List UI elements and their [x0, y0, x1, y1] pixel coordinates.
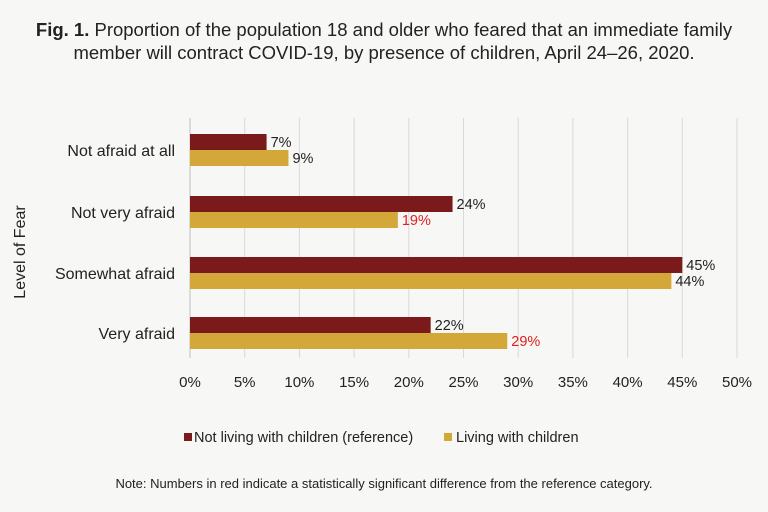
legend-swatch: [444, 433, 452, 441]
data-label: 29%: [511, 334, 540, 350]
bar-living-with-children: [190, 333, 508, 349]
x-tick-label: 10%: [284, 374, 314, 391]
data-label: 45%: [686, 258, 715, 274]
category-label: Not very afraid: [71, 205, 175, 222]
x-tick-label: 30%: [503, 374, 533, 391]
chart-title: Fig. 1. Proportion of the population 18 …: [20, 18, 748, 64]
legend-label: Not living with children (reference): [194, 430, 413, 446]
legend: Not living with children (reference) Livi…: [184, 430, 579, 446]
category-label: Very afraid: [99, 326, 175, 343]
bar-not-living-with-children: [190, 257, 683, 273]
chart-note: Note: Numbers in red indicate a statisti…: [115, 476, 653, 491]
bars: [190, 134, 683, 349]
chart-title-prefix: Fig. 1.: [35, 19, 90, 40]
data-label: 9%: [292, 151, 313, 167]
bar-not-living-with-children: [190, 134, 267, 150]
bar-not-living-with-children: [190, 317, 431, 333]
legend-label: Living with children: [456, 430, 579, 446]
data-label: 19%: [402, 213, 431, 229]
x-tick-label: 45%: [667, 374, 697, 391]
data-labels: 7%9% 24% 19% 45%44% 22% 29%: [271, 135, 716, 350]
bar-living-with-children: [190, 273, 672, 289]
x-tick-label: 35%: [558, 374, 588, 391]
x-tick-label: 20%: [394, 374, 424, 391]
bar-chart: 7%9%24%19%45%44%22%29% Not afraid at all…: [12, 118, 752, 446]
legend-swatch: [184, 433, 192, 441]
x-tick-label: 0%: [179, 374, 201, 391]
x-tick-label: 15%: [339, 374, 369, 391]
data-label: 7%: [271, 135, 292, 151]
category-labels: Not afraid at all Not very afraid Somewhat…: [55, 143, 175, 343]
x-tick-label: 50%: [722, 374, 752, 391]
chart-title-text: Proportion of the population 18 and olde…: [73, 19, 733, 63]
bar-not-living-with-children: [190, 196, 453, 212]
x-tick-label: 40%: [613, 374, 643, 391]
y-axis-label: Level of Fear: [12, 205, 29, 299]
data-label: 44%: [675, 274, 704, 290]
data-label: 24%: [457, 197, 486, 213]
x-tick-labels: 0% 5% 10% 15% 20% 25% 30% 35% 40% 45% 50%: [179, 374, 752, 391]
category-label: Somewhat afraid: [55, 266, 175, 283]
bar-living-with-children: [190, 212, 398, 228]
category-label: Not afraid at all: [67, 143, 175, 160]
x-tick-label: 25%: [448, 374, 478, 391]
x-tick-label: 5%: [234, 374, 256, 391]
data-label: 22%: [435, 318, 464, 334]
bar-living-with-children: [190, 150, 289, 166]
